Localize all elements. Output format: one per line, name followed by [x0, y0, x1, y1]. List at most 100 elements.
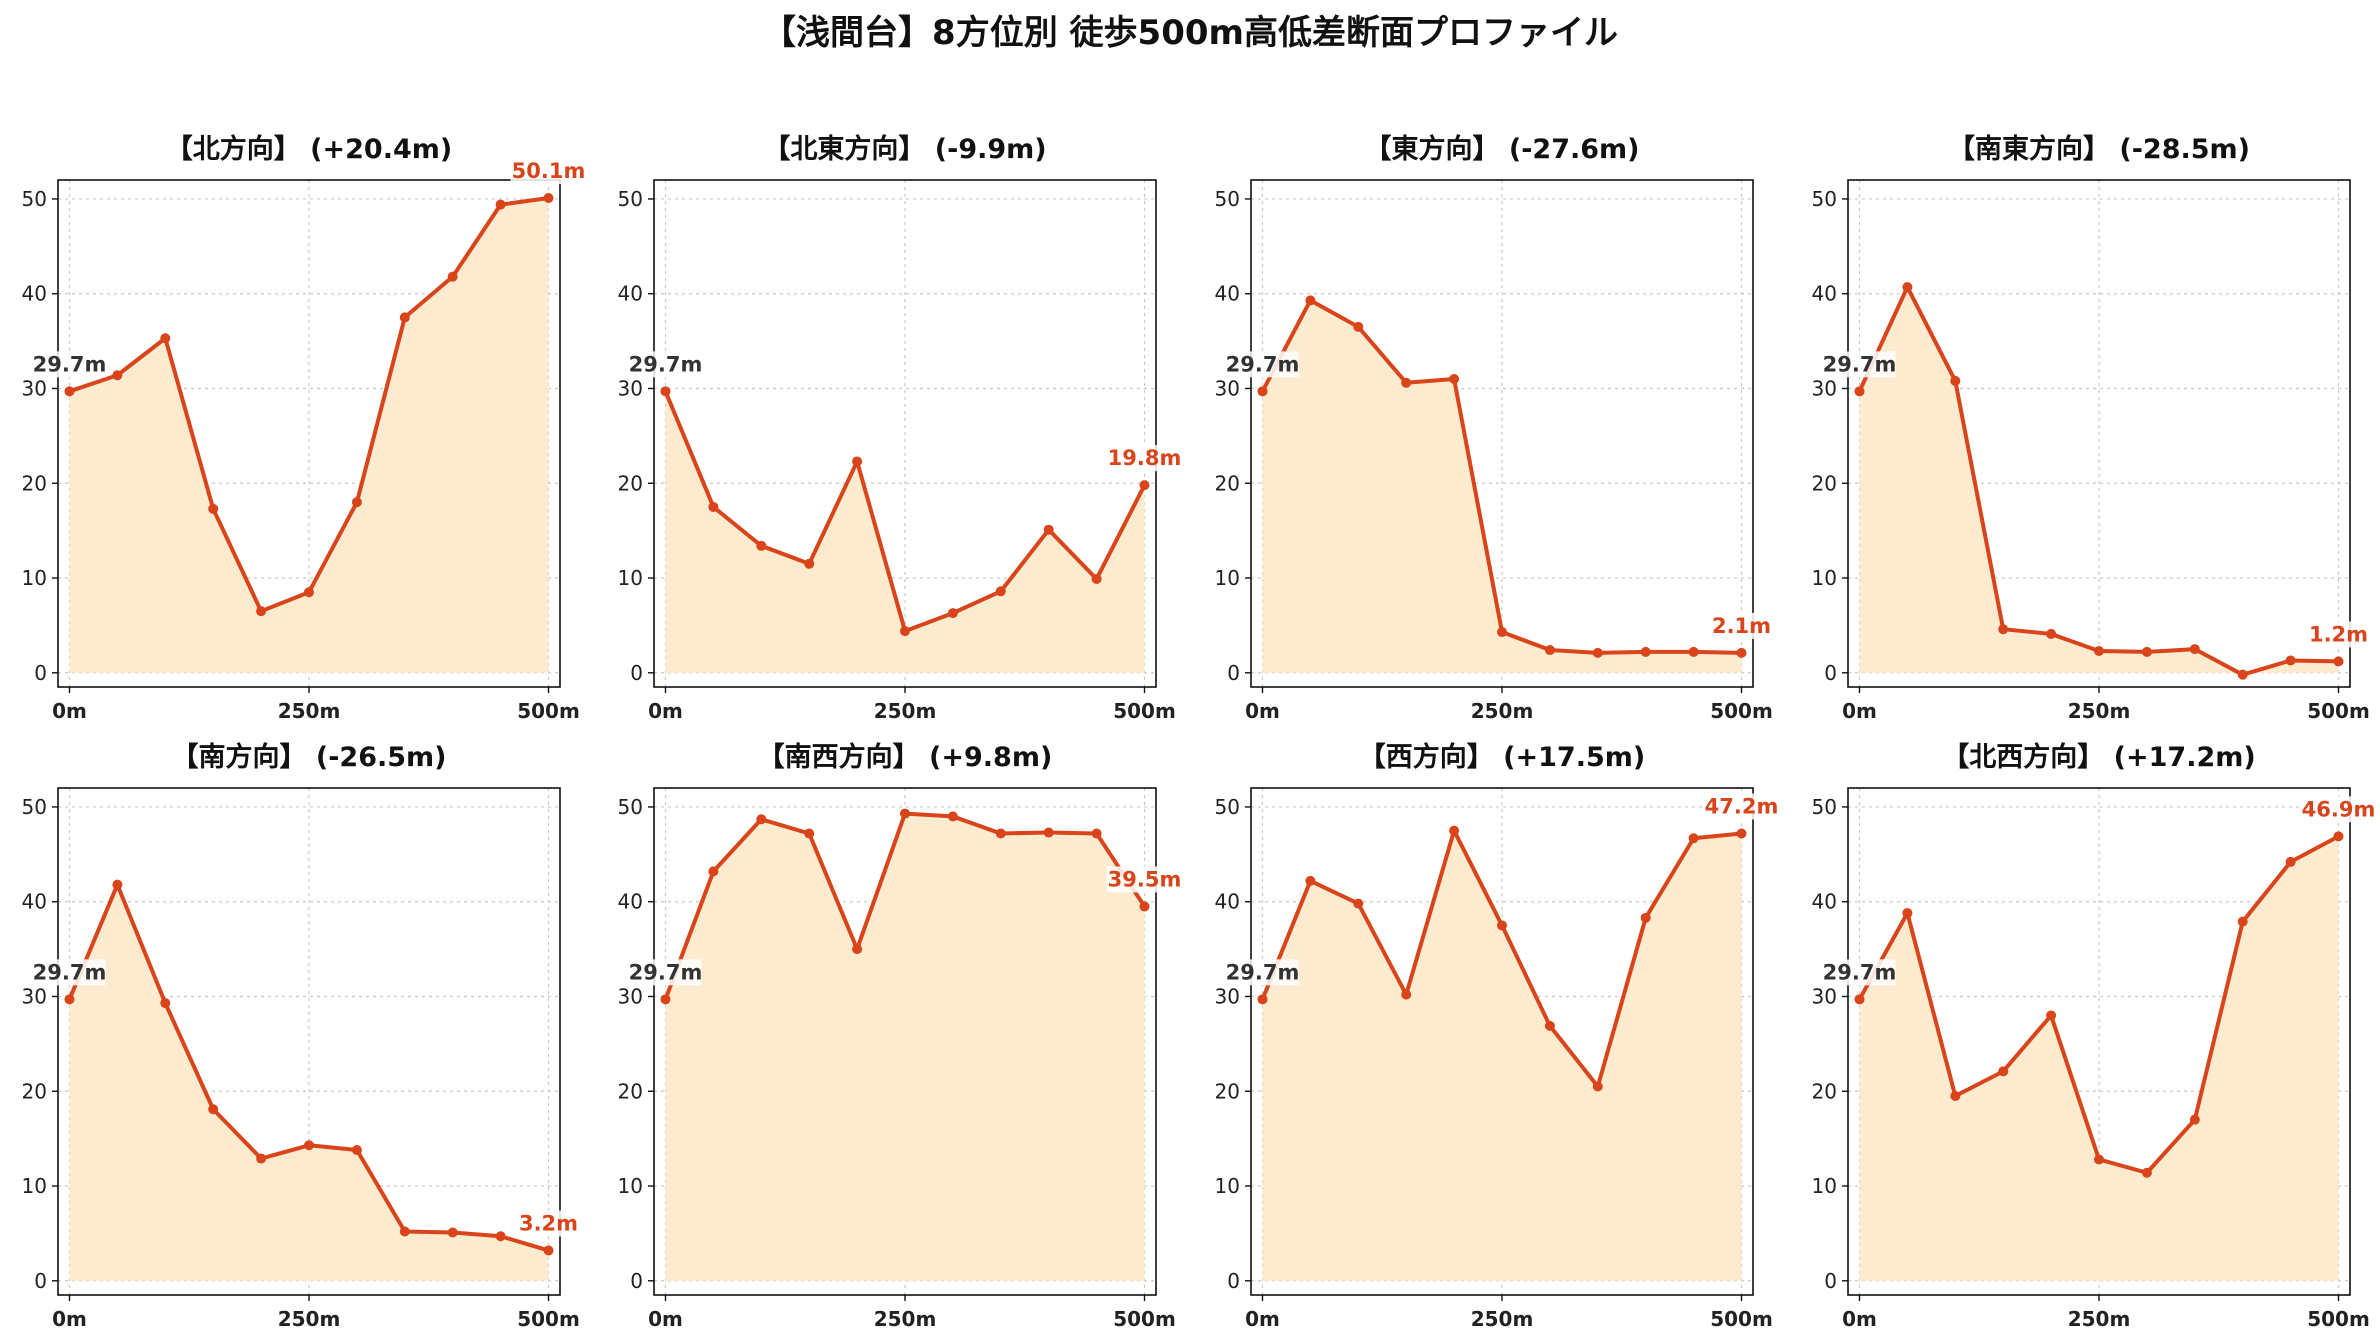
- elevation-point: [1401, 989, 1412, 1000]
- end-elevation-label: 46.9m: [2302, 797, 2376, 821]
- y-tick-label: 10: [22, 1174, 47, 1198]
- end-label-box: [517, 1210, 580, 1237]
- elevation-point: [2285, 655, 2296, 666]
- elevation-point: [2141, 646, 2152, 657]
- start-label-box: [31, 351, 106, 378]
- elevation-point: [1043, 827, 1054, 838]
- y-tick-label: 40: [618, 890, 643, 914]
- y-tick-label: 50: [1215, 795, 1240, 819]
- elevation-point: [543, 1245, 554, 1256]
- elevation-point: [304, 587, 314, 598]
- elevation-point: [160, 333, 171, 344]
- elevation-point: [995, 828, 1006, 839]
- y-tick-label: 40: [22, 282, 47, 306]
- y-tick-label: 50: [22, 187, 47, 211]
- y-tick-label: 10: [1215, 1174, 1240, 1198]
- elevation-point: [852, 456, 863, 467]
- y-tick-label: 50: [1812, 187, 1837, 211]
- start-elevation-label: 29.7m: [1823, 352, 1897, 376]
- y-tick-label: 0: [630, 661, 643, 685]
- y-tick-label: 20: [1215, 471, 1240, 495]
- end-label-box: [1106, 866, 1183, 893]
- y-tick-label: 40: [1215, 282, 1240, 306]
- elevation-point: [756, 540, 767, 551]
- elevation-point: [708, 501, 719, 512]
- x-tick-label: 500m: [1113, 699, 1176, 723]
- elevation-point: [756, 814, 767, 825]
- y-tick-label: 40: [618, 282, 643, 306]
- elevation-point: [2141, 1167, 2152, 1178]
- elevation-point: [1139, 480, 1150, 491]
- y-tick-label: 0: [1227, 661, 1240, 685]
- elevation-point: [304, 1140, 314, 1151]
- y-tick-label: 30: [22, 984, 47, 1008]
- elevation-point: [2046, 1010, 2057, 1021]
- x-tick-label: 500m: [1710, 699, 1773, 723]
- end-label-box: [510, 158, 587, 185]
- elevation-point: [447, 1227, 458, 1238]
- elevation-point: [2189, 1114, 2200, 1125]
- elevation-point: [1950, 375, 1961, 386]
- start-elevation-label: 29.7m: [33, 352, 107, 376]
- elevation-point: [2285, 856, 2296, 867]
- elevation-point: [1544, 1020, 1555, 1031]
- panel-title: 【南東方向】 (-28.5m): [1948, 133, 2250, 165]
- start-label-box: [1224, 959, 1299, 986]
- elevation-point: [708, 866, 719, 877]
- x-tick-label: 250m: [2068, 699, 2131, 723]
- elevation-point: [351, 1145, 362, 1156]
- elevation-point: [1640, 646, 1651, 657]
- elevation-point: [1902, 908, 1913, 919]
- x-tick-label: 250m: [874, 1307, 937, 1331]
- elevation-area: [1859, 287, 2339, 675]
- start-elevation-label: 29.7m: [629, 960, 703, 984]
- start-label-box: [1821, 959, 1896, 986]
- elevation-point: [1950, 1090, 1961, 1101]
- elevation-point: [1592, 1081, 1603, 1092]
- y-tick-label: 30: [1215, 376, 1240, 400]
- panel-title: 【北方向】 (+20.4m): [166, 133, 452, 165]
- elevation-point: [947, 811, 958, 822]
- y-tick-label: 10: [1812, 1174, 1837, 1198]
- x-tick-label: 250m: [1471, 1307, 1534, 1331]
- elevation-point: [1854, 386, 1865, 397]
- y-tick-label: 10: [22, 566, 47, 590]
- x-tick-label: 500m: [2307, 1307, 2370, 1331]
- y-tick-label: 10: [618, 1174, 643, 1198]
- start-elevation-label: 29.7m: [33, 960, 107, 984]
- y-tick-label: 30: [618, 376, 643, 400]
- elevation-point: [495, 1231, 506, 1242]
- end-elevation-label: 19.8m: [1108, 446, 1182, 470]
- x-tick-label: 0m: [1842, 699, 1877, 723]
- y-tick-label: 20: [618, 1079, 643, 1103]
- start-label-box: [31, 959, 106, 986]
- y-tick-label: 50: [618, 187, 643, 211]
- start-elevation-label: 29.7m: [1823, 960, 1897, 984]
- elevation-point: [804, 828, 815, 839]
- x-tick-label: 250m: [874, 699, 937, 723]
- elevation-point: [112, 370, 123, 381]
- elevation-point: [1688, 646, 1699, 657]
- y-tick-label: 40: [1812, 282, 1837, 306]
- elevation-area: [665, 813, 1145, 1281]
- y-tick-label: 40: [1215, 890, 1240, 914]
- elevation-point: [660, 994, 671, 1005]
- y-tick-label: 50: [618, 795, 643, 819]
- y-tick-label: 10: [618, 566, 643, 590]
- start-elevation-label: 29.7m: [1226, 352, 1300, 376]
- elevation-point: [160, 998, 171, 1009]
- elevation-point: [660, 386, 671, 397]
- end-elevation-label: 50.1m: [512, 159, 586, 183]
- elevation-area: [69, 884, 549, 1281]
- y-tick-label: 0: [1824, 661, 1837, 685]
- end-elevation-label: 3.2m: [519, 1211, 578, 1235]
- elevation-point: [2333, 831, 2344, 842]
- elevation-point: [1998, 624, 2009, 635]
- panel-title: 【北西方向】 (+17.2m): [1942, 741, 2255, 773]
- x-tick-label: 0m: [648, 699, 683, 723]
- y-tick-label: 0: [1227, 1269, 1240, 1293]
- end-label-box: [1710, 612, 1773, 639]
